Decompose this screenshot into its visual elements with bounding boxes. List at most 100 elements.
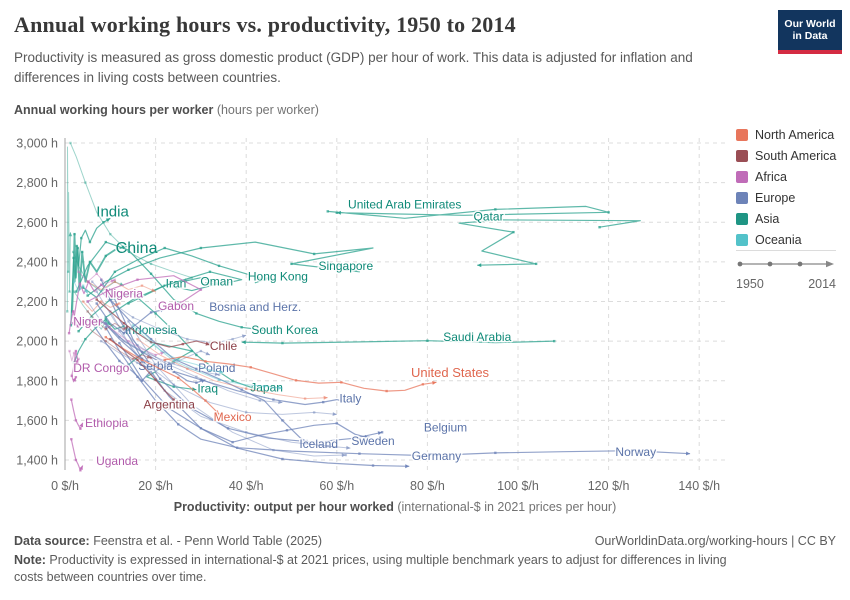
series-line-germany[interactable] (100, 279, 410, 467)
country-label-qatar[interactable]: Qatar (472, 208, 505, 225)
country-label-chile[interactable]: Chile (208, 338, 239, 355)
series-point (204, 360, 207, 363)
country-label-china[interactable]: China (114, 238, 159, 258)
series-point (249, 366, 252, 369)
series-point (385, 389, 388, 393)
country-label-norway[interactable]: Norway (614, 444, 658, 461)
x-tick-label-80: 80 $/h (410, 479, 445, 493)
country-label-niger[interactable]: Niger (72, 313, 104, 330)
series-line-oceania-extra1[interactable] (132, 324, 283, 389)
series-line-sweden[interactable] (118, 342, 369, 443)
country-label-united-states[interactable]: United States (410, 364, 492, 382)
series-line-asia-arc[interactable] (69, 142, 193, 283)
country-label-iraq[interactable]: Iraq (196, 380, 220, 397)
legend-item-asia[interactable]: Asia (736, 212, 846, 226)
series-point (95, 290, 98, 293)
series-line-oceania-extra2[interactable] (141, 330, 224, 373)
country-label-bosnia-and-herz-[interactable]: Bosnia and Herz. (208, 299, 303, 316)
legend-item-africa[interactable]: Africa (736, 170, 846, 184)
legend-item-oceania[interactable]: Oceania (736, 233, 846, 247)
legend-item-north-america[interactable]: North America (736, 128, 846, 142)
series-point (186, 367, 189, 371)
x-axis-title: Productivity: output per hour worked (in… (0, 500, 790, 514)
series-line-sa-extra2[interactable] (87, 311, 129, 330)
series-line-qatar[interactable] (458, 219, 641, 266)
country-label-hong-kong[interactable]: Hong Kong (246, 268, 309, 285)
series-line-europe-extra6[interactable] (87, 301, 220, 376)
series-line-sa-extra1[interactable] (82, 320, 152, 360)
country-label-gabon[interactable]: Gabon (156, 297, 195, 314)
series-line-saudi-arabia[interactable] (241, 340, 555, 344)
series-line-serbia[interactable] (91, 322, 161, 382)
country-label-italy[interactable]: Italy (338, 390, 363, 407)
series-line-ethiopia[interactable] (70, 399, 84, 430)
country-label-dr-congo[interactable]: DR Congo (72, 359, 131, 376)
series-line-oceania-extra3[interactable] (73, 281, 89, 294)
series-line-europe-extra7[interactable] (100, 340, 211, 372)
owid-logo[interactable]: Our World in Data (778, 10, 842, 54)
series-line-oman[interactable] (128, 271, 243, 305)
y-tick-label-1400: 1,400 h (16, 454, 58, 468)
country-label-ethiopia[interactable]: Ethiopia (83, 414, 130, 431)
x-axis-title-bold: Productivity: output per hour worked (173, 500, 394, 514)
timeline-start-year[interactable]: 1950 (736, 277, 764, 291)
series-line-asia-extra1[interactable] (73, 291, 111, 330)
series-point (84, 181, 87, 184)
series-point (104, 322, 107, 325)
country-label-nigeria[interactable]: Nigeria (103, 285, 144, 302)
series-line-iceland[interactable] (109, 299, 310, 444)
country-label-japan[interactable]: Japan (249, 379, 285, 396)
series-point (74, 349, 78, 353)
country-label-sweden[interactable]: Sweden (350, 432, 396, 449)
owid-link[interactable]: OurWorldinData.org/working-hours | CC BY (594, 534, 836, 548)
series-point (127, 339, 130, 343)
series-line-united-arab-emirates[interactable] (327, 205, 610, 219)
series-line-na-extra3[interactable] (82, 301, 120, 312)
series-line-europe-extra2[interactable] (119, 330, 337, 415)
series-line-indonesia[interactable] (73, 318, 134, 364)
series-line-asia-extra2[interactable] (72, 251, 125, 293)
country-label-saudi-arabia[interactable]: Saudi Arabia (442, 329, 513, 346)
series-line-norway[interactable] (105, 327, 691, 457)
series-line-europe-extra4[interactable] (96, 291, 283, 403)
legend-item-south-america[interactable]: South America (736, 149, 846, 163)
series-line-singapore[interactable] (87, 241, 374, 297)
series-line-uganda[interactable] (70, 439, 84, 471)
country-label-mexico[interactable]: Mexico (212, 408, 253, 425)
timeline[interactable]: 1950 2014 (736, 257, 836, 291)
country-label-oman[interactable]: Oman (199, 273, 235, 290)
series-point (172, 398, 175, 401)
series-line-japan[interactable] (78, 293, 256, 390)
series-line-africa-extra2[interactable] (78, 271, 116, 285)
series-arrowhead-qatar (477, 263, 482, 268)
series-line-iran[interactable] (105, 277, 220, 318)
series-point (326, 261, 329, 265)
country-label-singapore[interactable]: Singapore (317, 257, 375, 274)
series-line-italy[interactable] (100, 318, 347, 406)
series-line-na-extra1[interactable] (137, 338, 328, 400)
series-point (113, 278, 117, 281)
country-label-uganda[interactable]: Uganda (95, 452, 140, 469)
series-point (512, 230, 515, 234)
series-arrowhead-oceania-extra1 (278, 385, 283, 390)
series-line-europe-extra3[interactable] (127, 321, 346, 457)
series-line-iraq[interactable] (128, 342, 197, 391)
series-line-asia-spike[interactable] (66, 146, 71, 312)
series-line-poland[interactable] (105, 322, 206, 384)
country-label-belgium[interactable]: Belgium (422, 419, 468, 436)
country-label-india[interactable]: India (95, 202, 131, 222)
series-line-gabon[interactable] (87, 275, 202, 308)
series-line-africa-extra3[interactable] (100, 320, 165, 356)
series-point (154, 353, 157, 357)
timeline-end-year[interactable]: 2014 (808, 277, 836, 291)
country-label-argentina[interactable]: Argentina (142, 396, 197, 413)
country-label-united-arab-emirates[interactable]: United Arab Emirates (347, 196, 463, 213)
series-line-united-states[interactable] (164, 356, 437, 392)
legend-item-europe[interactable]: Europe (736, 191, 846, 205)
country-label-iceland[interactable]: Iceland (298, 436, 340, 453)
country-label-iran[interactable]: Iran (164, 275, 188, 292)
series-line-europe-extra5[interactable] (91, 281, 247, 344)
country-label-germany[interactable]: Germany (410, 448, 462, 465)
country-label-south-korea[interactable]: South Korea (250, 322, 320, 339)
